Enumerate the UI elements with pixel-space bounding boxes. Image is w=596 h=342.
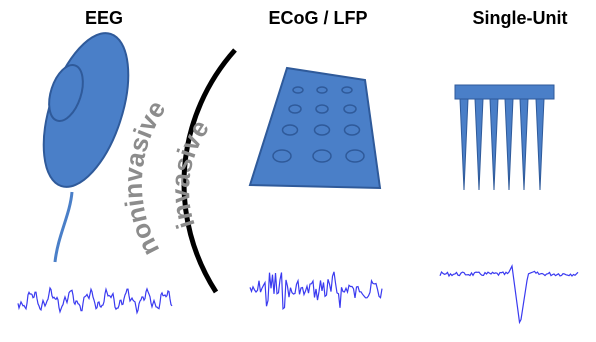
ecog-contact xyxy=(292,86,304,94)
ecog-contact xyxy=(313,124,331,136)
single-unit-signal-trace xyxy=(439,263,579,325)
ecog-contact xyxy=(288,104,302,114)
eeg-cable xyxy=(53,191,74,263)
probe-shank xyxy=(489,98,499,191)
probe-base xyxy=(454,84,555,100)
ecog-lfp-title: ECoG / LFP xyxy=(269,8,368,28)
ecog-grid-icon xyxy=(248,66,382,190)
ecog-contact xyxy=(281,124,299,136)
invasive-divider-arc xyxy=(181,48,237,294)
ecog-contact xyxy=(312,149,332,163)
probe-shank xyxy=(504,98,514,191)
probe-shank xyxy=(474,98,484,191)
eeg-signal-trace xyxy=(17,286,173,315)
ecog-contact xyxy=(343,104,357,114)
probe-shank xyxy=(519,98,529,191)
eeg-electrode-cup xyxy=(48,64,84,122)
single-unit-probe-icon xyxy=(454,84,555,191)
eeg-electrode-icon xyxy=(42,32,130,263)
ecog-contact xyxy=(341,86,353,94)
probe-shanks xyxy=(459,98,545,191)
ecog-signal-trace xyxy=(249,271,383,311)
ecog-contact xyxy=(315,104,329,114)
probe-shank xyxy=(535,98,545,191)
ecog-contact xyxy=(343,124,361,136)
ecog-contacts xyxy=(272,86,365,163)
single-unit-title: Single-Unit xyxy=(473,8,568,28)
ecog-contact xyxy=(316,86,328,94)
ecog-contact xyxy=(272,149,292,163)
eeg-title: EEG xyxy=(85,8,123,28)
probe-shank xyxy=(459,98,469,191)
noninvasive-label: noninvasive xyxy=(118,95,172,261)
ecog-contact xyxy=(345,149,365,163)
